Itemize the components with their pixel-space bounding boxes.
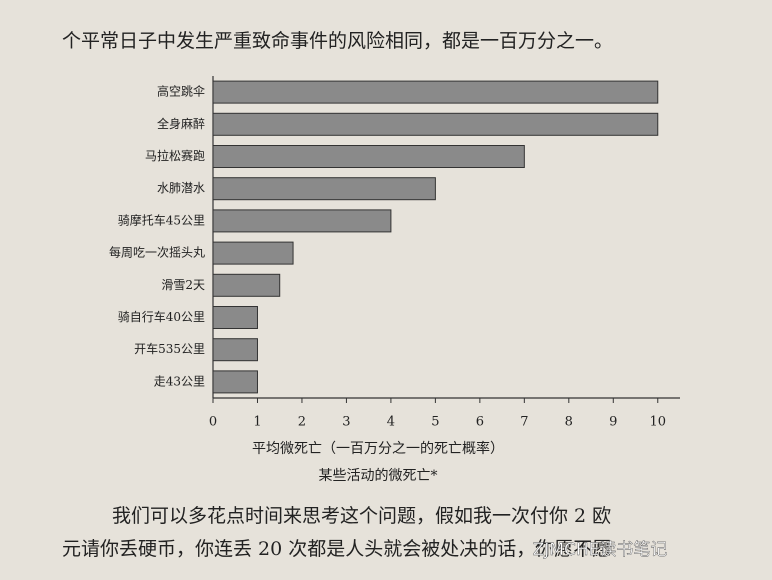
bar (212, 338, 258, 362)
x-tick-label: 6 (476, 415, 484, 430)
x-tick-label: 4 (387, 415, 395, 430)
chart-caption: 某些活动的微死亡* (319, 468, 438, 484)
bar (212, 370, 258, 394)
body-text: 元请你丢硬币，你连丢 20 次都是人头就会被处决的话，你愿不愿 (62, 538, 611, 560)
bar (212, 112, 659, 136)
x-tick-label: 7 (520, 415, 528, 430)
x-tick-label: 2 (298, 415, 306, 430)
category-label: 开车535公里 (134, 341, 205, 356)
bar (212, 306, 258, 329)
category-label: 走43公里 (154, 374, 205, 388)
bar (212, 177, 436, 201)
body-text: 我们可以多花点时间来思考这个问题，假如我一次付你 2 欧 (112, 505, 611, 527)
watermark: ZJMCHE读书笔记 (533, 540, 668, 560)
category-label: 水肺潜水 (157, 181, 205, 195)
bar (212, 145, 525, 168)
x-tick-label: 8 (565, 415, 573, 430)
bar (212, 80, 659, 104)
bar (212, 273, 281, 297)
x-tick-label: 0 (209, 415, 217, 430)
x-tick-label: 10 (649, 415, 666, 430)
category-label: 全身麻醉 (157, 116, 205, 131)
bar (212, 209, 392, 233)
category-label: 马拉松赛跑 (145, 148, 205, 163)
top-text: 个平常日子中发生严重致命事件的风险相同，都是一百万分之一。 (62, 30, 613, 52)
x-tick-label: 1 (253, 415, 261, 430)
category-label: 骑自行车40公里 (118, 309, 205, 324)
x-tick-label: 9 (609, 415, 617, 430)
x-tick-label: 5 (431, 415, 439, 430)
category-label: 每周吃一次摇头丸 (109, 245, 205, 260)
category-label: 骑摩托车45公里 (118, 212, 205, 227)
category-label: 滑雪2天 (161, 278, 205, 292)
bar (212, 241, 294, 265)
x-tick-label: 3 (342, 415, 350, 430)
category-label: 高空跳伞 (157, 84, 205, 99)
x-axis-label: 平均微死亡（一百万分之一的死亡概率） (252, 440, 504, 457)
